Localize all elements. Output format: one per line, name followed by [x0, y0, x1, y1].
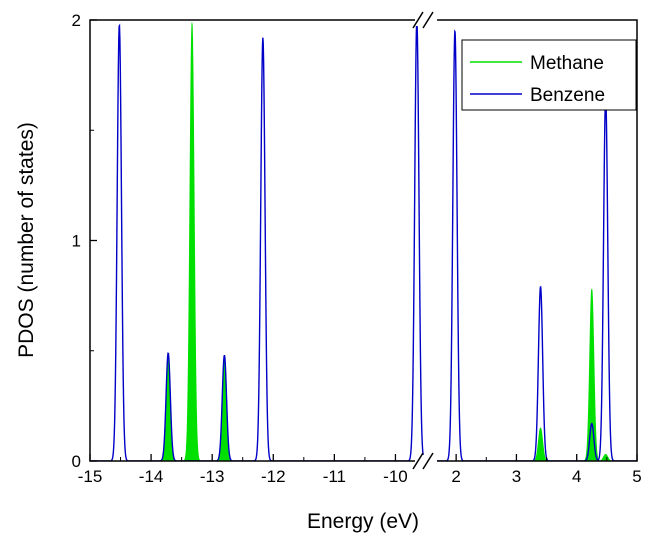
legend-label-methane: Methane [530, 53, 604, 74]
x-tick-label: -10 [383, 467, 408, 486]
axis-break-top [412, 11, 437, 29]
x-tick-label: -15 [78, 467, 103, 486]
y-tick-label: 0 [72, 452, 81, 471]
plot-frame [89, 19, 638, 462]
x-tick-label: -14 [139, 467, 164, 486]
x-tick-label: 3 [512, 467, 521, 486]
x-tick-label: -13 [200, 467, 225, 486]
x-tick-label: -12 [261, 467, 286, 486]
left-panel-plot [90, 20, 426, 461]
x-tick-label: 2 [451, 467, 460, 486]
x-tick-label: 4 [572, 467, 581, 486]
legend: Methane Benzene [461, 39, 637, 111]
x-tick-label: 5 [632, 467, 641, 486]
legend-box [461, 39, 637, 111]
y-tick-label: 2 [72, 11, 81, 30]
x-axis-title: Energy (eV) [307, 510, 419, 533]
y-axis-title: PDOS (number of states) [15, 122, 38, 358]
x-tick-label: -11 [323, 467, 346, 486]
axis-break-bottom [412, 452, 437, 470]
tick-labels: -15 -14 -13 -12 -11 -10 2 3 4 5 0 1 2 [72, 11, 642, 486]
y-tick-label: 1 [72, 232, 81, 251]
series-benzene-left [90, 20, 426, 461]
series-methane-left [90, 22, 426, 461]
legend-label-benzene: Benzene [530, 85, 605, 106]
